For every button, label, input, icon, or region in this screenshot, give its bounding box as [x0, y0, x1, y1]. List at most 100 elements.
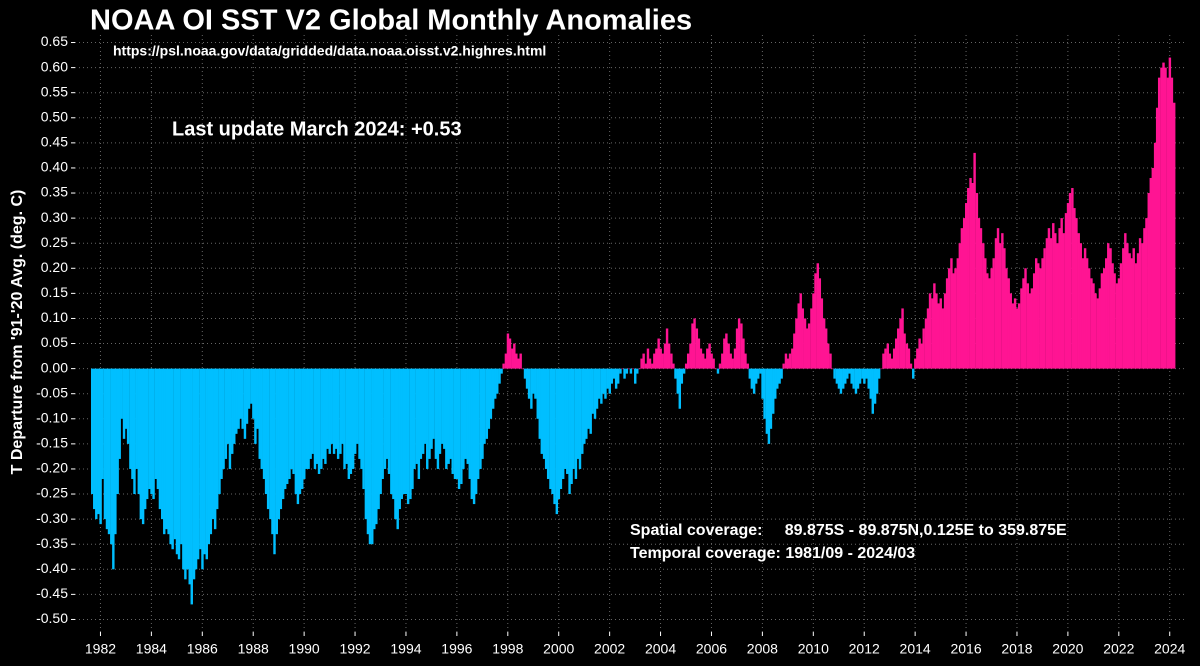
bar: [788, 353, 792, 369]
bar: [256, 368, 259, 429]
bar: [583, 368, 586, 444]
bar: [205, 368, 208, 560]
bar: [175, 368, 179, 555]
bar: [950, 258, 953, 369]
bar: [99, 368, 102, 525]
bar: [112, 368, 115, 570]
y-tick-label: -0.40: [36, 560, 68, 576]
bars: [90, 57, 1176, 605]
bar: [998, 243, 1002, 369]
bar: [861, 368, 864, 379]
bar: [924, 318, 928, 369]
bar: [506, 333, 510, 369]
bar: [1128, 253, 1131, 369]
bar: [897, 328, 900, 369]
x-tick-label: 1996: [441, 641, 472, 657]
bar: [905, 343, 909, 369]
axes: -0.50 -0.45 -0.40 -0.35 -0.30 -0.25 -0.20 -0.15…: [36, 33, 1185, 656]
bar: [296, 368, 300, 505]
bar: [1056, 243, 1059, 369]
bar: [1052, 223, 1055, 369]
bar: [1073, 208, 1076, 369]
bar: [224, 368, 228, 459]
bar: [328, 368, 331, 454]
bar: [890, 358, 894, 369]
y-tick-label: -0.05: [36, 384, 68, 400]
x-tick-label: 1998: [492, 641, 523, 657]
bar: [443, 368, 446, 449]
bar: [1141, 243, 1144, 369]
bar: [958, 243, 962, 369]
bar: [928, 293, 932, 369]
bar: [801, 308, 804, 369]
bar: [820, 298, 824, 369]
bar: [612, 368, 616, 379]
bar: [466, 368, 469, 464]
bar: [481, 368, 484, 459]
bar: [379, 368, 382, 495]
bar: [334, 368, 338, 449]
bar: [536, 368, 539, 419]
bar: [899, 318, 902, 369]
bar: [1032, 273, 1036, 369]
annotation: Last update March 2024: +0.53: [172, 118, 462, 140]
bar: [345, 368, 349, 464]
bar: [960, 228, 964, 369]
bar: [294, 368, 298, 495]
bar: [239, 368, 242, 419]
bar: [939, 298, 942, 369]
bar: [417, 368, 421, 479]
y-tick-label: 0.15: [41, 284, 68, 300]
bar: [135, 368, 138, 469]
bar: [665, 328, 669, 369]
bar: [371, 368, 374, 545]
bar: [428, 368, 431, 459]
bar: [322, 368, 325, 459]
bar: [982, 243, 985, 369]
y-tick-label: 0.30: [41, 209, 68, 225]
bar: [266, 368, 270, 510]
bar: [511, 348, 514, 369]
bar: [812, 293, 815, 369]
bar: [795, 318, 798, 369]
bar: [173, 368, 177, 540]
bar: [667, 343, 671, 369]
bar: [699, 348, 703, 369]
bar: [848, 368, 851, 374]
bar: [101, 368, 104, 479]
bar: [455, 368, 459, 479]
bar: [670, 353, 673, 369]
x-tick-label: 2022: [1103, 641, 1134, 657]
bar: [201, 368, 204, 570]
bar: [602, 368, 605, 394]
bar: [118, 368, 121, 459]
bar: [1162, 62, 1165, 369]
bar: [258, 368, 261, 459]
bar: [831, 368, 834, 370]
y-tick-label: 0.60: [41, 58, 68, 74]
y-tick-label: -0.45: [36, 585, 68, 601]
bar: [156, 368, 160, 490]
bar: [494, 368, 497, 399]
bar: [967, 188, 970, 369]
bar: [737, 318, 741, 369]
y-tick-label: -0.50: [36, 610, 68, 626]
x-tick-label: 2004: [645, 641, 676, 657]
bar: [192, 368, 196, 580]
bar: [1071, 188, 1074, 369]
y-tick-label: -0.20: [36, 460, 68, 476]
bar: [1028, 293, 1032, 369]
bar: [171, 368, 174, 550]
bar: [634, 368, 637, 384]
bar: [423, 368, 427, 444]
bar: [95, 368, 98, 520]
bar: [326, 368, 329, 449]
bar: [733, 348, 737, 369]
bar: [1001, 233, 1004, 369]
bar: [1157, 77, 1161, 369]
bar: [207, 368, 211, 545]
bar: [576, 368, 580, 459]
bar: [926, 308, 930, 369]
bar: [765, 368, 769, 434]
bar: [877, 368, 881, 379]
